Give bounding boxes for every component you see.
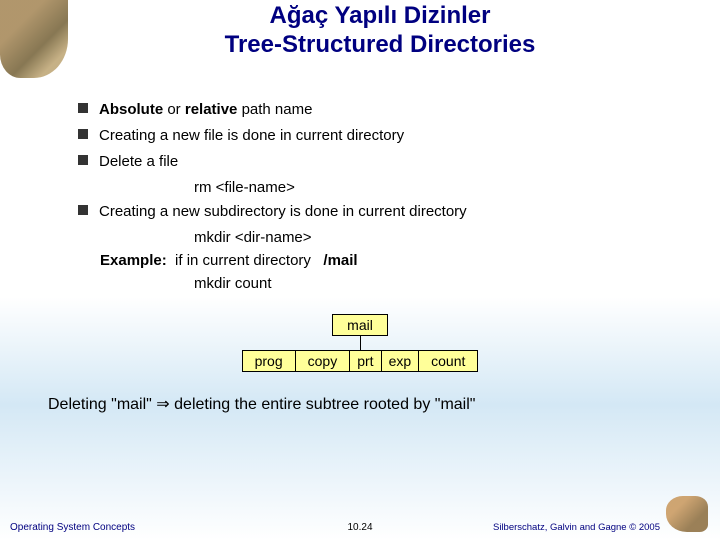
note-part1: Deleting "mail" — [48, 396, 156, 413]
example-text: if in current directory — [167, 252, 324, 269]
mkdir-command: mkdir <dir-name> — [194, 226, 720, 249]
tree-child: exp — [382, 351, 420, 371]
content-area: Absolute or relative path name Creating … — [78, 98, 720, 296]
bullet-4-text: Creating a new subdirectory is done in c… — [99, 200, 467, 223]
mkdir-count: mkdir count — [194, 272, 720, 295]
footer-right: Silberschatz, Galvin and Gagne © 2005 — [493, 522, 660, 533]
bullet-4: Creating a new subdirectory is done in c… — [78, 200, 720, 223]
bold-relative: relative — [185, 101, 238, 118]
bullet-1-text: Absolute or relative path name — [99, 98, 312, 121]
bullet-marker — [78, 103, 88, 113]
bullet-1: Absolute or relative path name — [78, 98, 720, 121]
bold-absolute: Absolute — [99, 101, 163, 118]
bullet-3-text: Delete a file — [99, 150, 178, 173]
bullet-marker — [78, 205, 88, 215]
footer-left: Operating System Concepts — [10, 522, 135, 533]
bullet-3: Delete a file — [78, 150, 720, 173]
note-part2: deleting the entire subtree rooted by "m… — [170, 396, 476, 413]
text-or: or — [163, 101, 185, 118]
rm-command: rm <file-name> — [194, 176, 720, 199]
example-label: Example: — [100, 252, 167, 269]
tree-children-row: prog copy prt exp count — [242, 350, 479, 372]
tree-child: copy — [296, 351, 351, 371]
text-pathname: path name — [237, 101, 312, 118]
bullet-2: Creating a new file is done in current d… — [78, 124, 720, 147]
slide-title: Ağaç Yapılı Dizinler Tree-Structured Dir… — [0, 0, 720, 60]
title-line-2: Tree-Structured Directories — [225, 31, 536, 58]
tree-root: mail — [332, 314, 388, 336]
tree-diagram: mail prog copy prt exp count — [0, 314, 720, 372]
tree-child: count — [419, 351, 477, 371]
bullet-2-text: Creating a new file is done in current d… — [99, 124, 404, 147]
bullet-marker — [78, 155, 88, 165]
footer-center: 10.24 — [347, 522, 372, 533]
corner-decoration-top-left — [0, 0, 68, 78]
bullet-marker — [78, 129, 88, 139]
footer: Operating System Concepts 10.24 Silbersc… — [0, 522, 720, 533]
corner-decoration-bottom-right — [666, 496, 708, 532]
title-line-1: Ağaç Yapılı Dizinler — [270, 2, 491, 29]
example-line: Example: if in current directory /mail — [100, 249, 720, 272]
tree-connector — [360, 336, 361, 350]
example-path: /mail — [323, 252, 357, 269]
implies-arrow: ⇒ — [156, 396, 169, 413]
tree-child: prog — [243, 351, 296, 371]
bottom-note: Deleting "mail" ⇒ deleting the entire su… — [48, 394, 720, 414]
tree-child: prt — [350, 351, 381, 371]
